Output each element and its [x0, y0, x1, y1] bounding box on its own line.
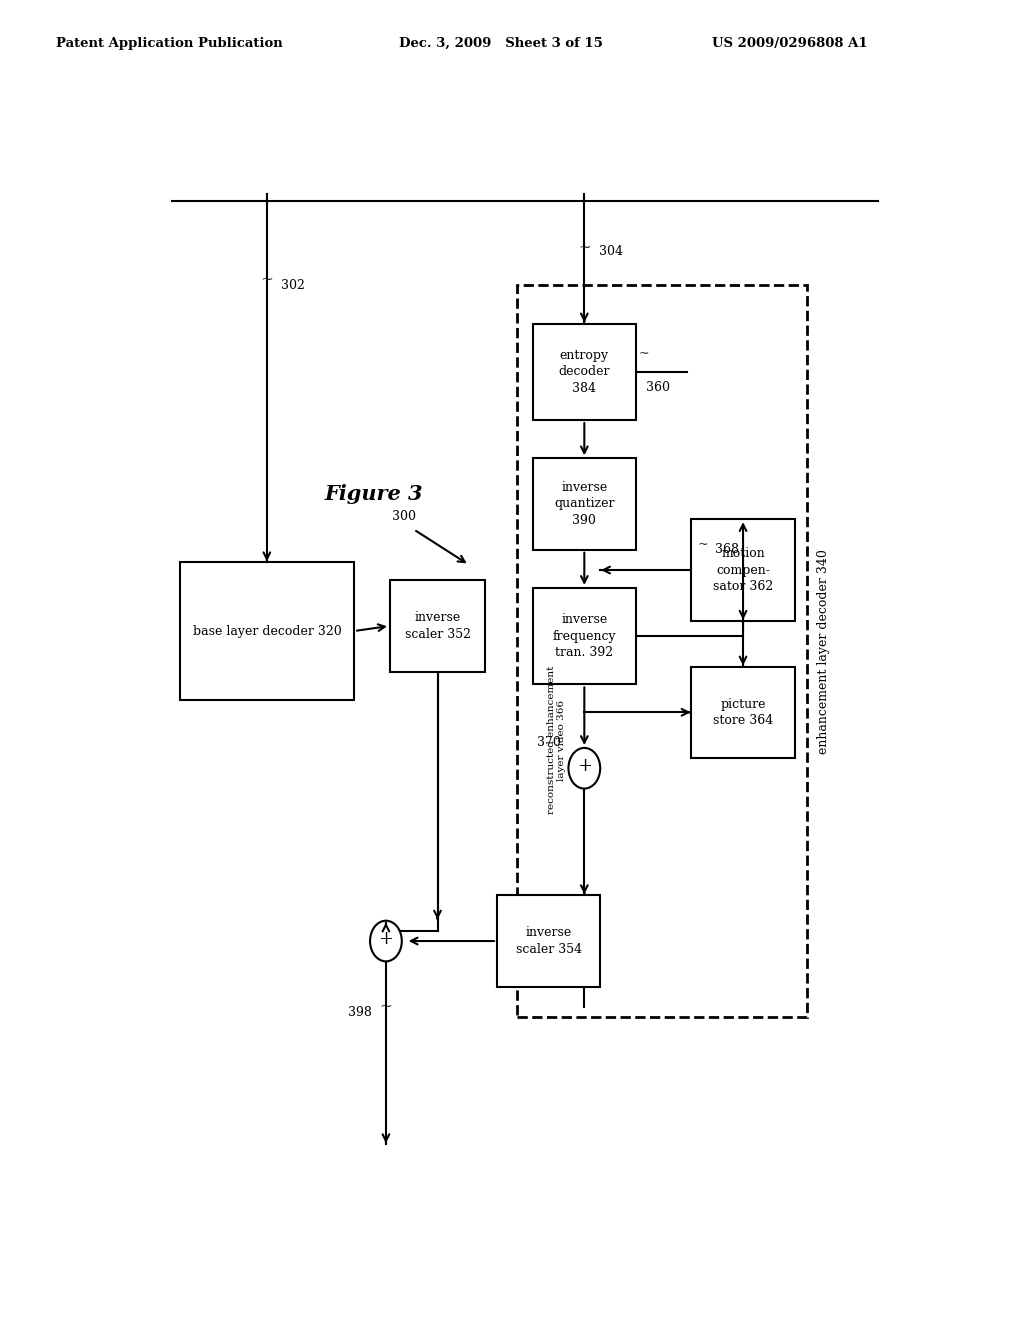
- Bar: [691, 519, 795, 620]
- Text: Figure 3: Figure 3: [325, 484, 423, 504]
- Text: enhancement layer decoder 340: enhancement layer decoder 340: [817, 549, 829, 754]
- Text: motion
compen-
sator 362: motion compen- sator 362: [713, 546, 773, 593]
- Text: base layer decoder 320: base layer decoder 320: [193, 624, 341, 638]
- Text: +: +: [577, 758, 592, 775]
- Bar: [390, 581, 485, 672]
- Text: 302: 302: [282, 279, 305, 292]
- Bar: [532, 587, 636, 684]
- Text: Patent Application Publication: Patent Application Publication: [56, 37, 283, 50]
- Circle shape: [568, 748, 600, 788]
- Bar: [517, 285, 807, 1018]
- Text: 304: 304: [599, 246, 623, 259]
- Bar: [691, 667, 795, 758]
- Text: ~: ~: [698, 539, 709, 552]
- Text: +: +: [379, 931, 393, 948]
- Text: inverse
scaler 354: inverse scaler 354: [515, 927, 582, 956]
- Text: 300: 300: [392, 510, 416, 523]
- Text: entropy
decoder
384: entropy decoder 384: [558, 348, 610, 395]
- Text: ~: ~: [578, 240, 591, 255]
- Text: inverse
scaler 352: inverse scaler 352: [404, 611, 470, 640]
- Text: 398: 398: [348, 1006, 372, 1019]
- Bar: [532, 323, 636, 420]
- Text: reconstructed enhancement
layer video 366: reconstructed enhancement layer video 36…: [547, 667, 566, 814]
- Text: inverse
frequency
tran. 392: inverse frequency tran. 392: [553, 612, 616, 659]
- Text: ~: ~: [639, 347, 649, 360]
- Circle shape: [370, 921, 401, 961]
- Text: ~: ~: [260, 273, 273, 288]
- Text: US 2009/0296808 A1: US 2009/0296808 A1: [712, 37, 867, 50]
- Text: picture
store 364: picture store 364: [713, 697, 773, 727]
- Bar: [179, 562, 354, 700]
- Text: Dec. 3, 2009   Sheet 3 of 15: Dec. 3, 2009 Sheet 3 of 15: [399, 37, 603, 50]
- Text: 360: 360: [646, 380, 670, 393]
- Text: inverse
quantizer
390: inverse quantizer 390: [554, 480, 614, 527]
- Text: 368: 368: [715, 544, 739, 556]
- Bar: [532, 458, 636, 549]
- Text: 370: 370: [537, 737, 560, 750]
- Text: ~: ~: [380, 1001, 392, 1014]
- Bar: [497, 895, 600, 987]
